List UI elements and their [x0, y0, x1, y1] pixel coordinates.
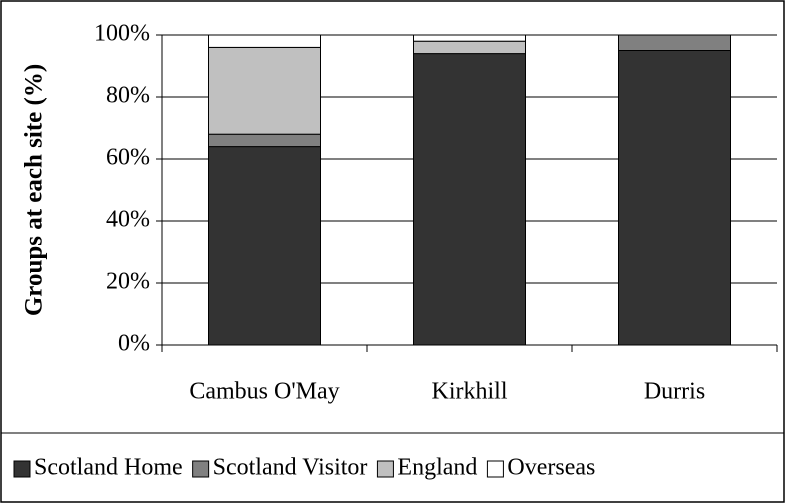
- legend-label: Overseas: [507, 455, 595, 481]
- legend-label: England: [397, 455, 477, 481]
- y-tick-label: 80%: [106, 83, 150, 109]
- bar-segment: [413, 34, 526, 42]
- bar-segment: [208, 34, 321, 48]
- bar-segment: [413, 53, 526, 346]
- x-tick-label: Kirkhill: [432, 379, 508, 405]
- bar-segment: [208, 133, 321, 148]
- bar-segment: [208, 146, 321, 346]
- bar-segment: [618, 50, 731, 346]
- y-tick-label: 60%: [106, 145, 150, 171]
- y-axis-label: Groups at each site (%): [21, 64, 48, 316]
- bar-segment: [208, 46, 321, 135]
- legend-label: Scotland Visitor: [213, 455, 368, 481]
- x-tick-label: Durris: [644, 379, 705, 405]
- y-tick-label: 100%: [94, 21, 150, 47]
- y-tick-label: 40%: [106, 207, 150, 233]
- legend-swatch: [192, 460, 210, 478]
- legend-swatch: [13, 460, 31, 478]
- bar-segment: [413, 40, 526, 55]
- legend-swatch: [486, 460, 504, 478]
- bar-segment: [618, 34, 731, 51]
- y-tick-label: 0%: [118, 331, 150, 357]
- x-tick-label: Cambus O'May: [189, 379, 339, 405]
- legend-swatch: [376, 460, 394, 478]
- y-tick-label: 20%: [106, 269, 150, 295]
- legend-label: Scotland Home: [34, 455, 183, 481]
